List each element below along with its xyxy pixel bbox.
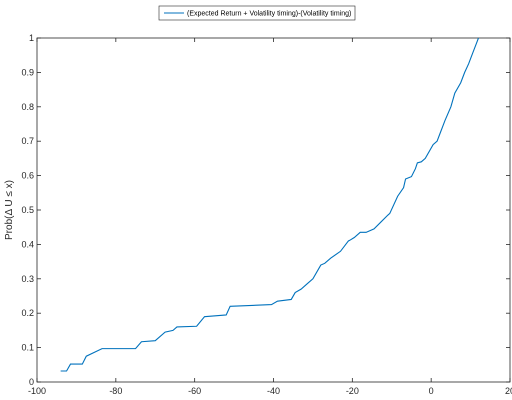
y-tick-label: 0.7 xyxy=(21,136,34,146)
y-axis-ticks: 0 0.1 0.2 0.3 0.4 0.5 0.6 0.7 0.8 0.9 1 xyxy=(21,33,510,387)
y-tick-label: 0 xyxy=(29,377,34,387)
plot-area xyxy=(36,37,511,383)
series-line xyxy=(60,37,479,372)
legend-box xyxy=(158,5,356,21)
y-tick-label: 0.5 xyxy=(21,205,34,215)
legend: (Expected Return + Volatility timing)-(V… xyxy=(158,5,356,21)
y-axis-label: Prob(Δ U ≤ x) xyxy=(4,180,15,240)
x-tick-label: -80 xyxy=(109,386,122,396)
y-tick-label: 0.8 xyxy=(21,102,34,112)
x-axis-ticks: -100 -80 -60 -40 -20 0 20 xyxy=(28,38,512,396)
y-tick-label: 1 xyxy=(29,33,34,43)
y-tick-label: 0.1 xyxy=(21,343,34,353)
y-tick-label: 0.2 xyxy=(21,308,34,318)
y-tick-label: 0.3 xyxy=(21,274,34,284)
x-tick-label: -40 xyxy=(267,386,280,396)
x-tick-label: -60 xyxy=(188,386,201,396)
x-tick-label: -100 xyxy=(28,386,46,396)
x-tick-label: 0 xyxy=(429,386,434,396)
y-tick-label: 0.6 xyxy=(21,171,34,181)
y-tick-label: 0.4 xyxy=(21,239,34,249)
legend-entry: (Expected Return + Volatility timing)-(V… xyxy=(187,11,351,18)
y-tick-label: 0.9 xyxy=(21,67,34,77)
x-tick-label: -20 xyxy=(346,386,359,396)
x-tick-label: 20 xyxy=(505,386,512,396)
